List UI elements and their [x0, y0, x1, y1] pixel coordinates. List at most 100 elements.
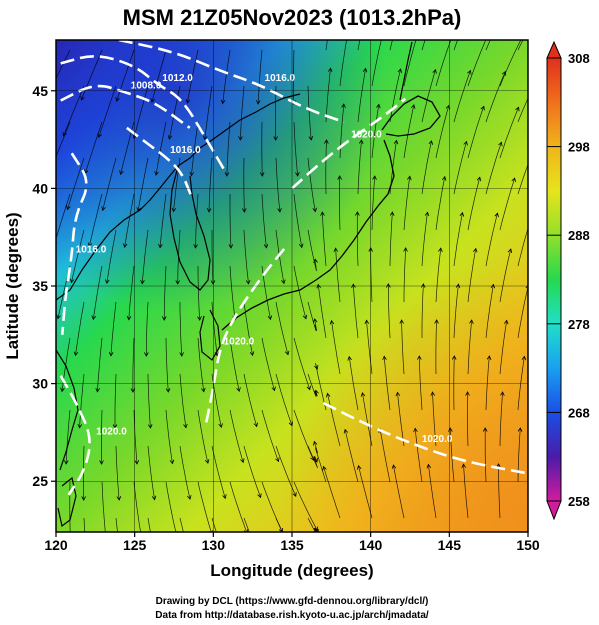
streamline-arrow-155 — [450, 35, 454, 39]
isobar-label-2: 1016.0 — [265, 73, 296, 84]
figure-title: MSM 21Z05Nov2023 (1013.2hPa) — [123, 5, 462, 30]
streamline-arrow-2 — [50, 168, 54, 172]
streamline-0 — [56, 49, 71, 80]
streamline-arrow-167 — [426, 463, 432, 469]
streamline-arrow-186 — [498, 141, 503, 147]
streamline-arrow-90 — [267, 315, 273, 321]
streamline-arrow-17 — [101, 206, 106, 212]
streamline-arrow-130 — [358, 139, 364, 144]
streamline-174 — [453, 212, 463, 267]
streamline-arrow-33 — [140, 279, 145, 285]
streamline-125 — [323, 466, 341, 519]
streamline-20 — [92, 265, 103, 320]
streamline-66 — [197, 409, 209, 464]
streamline-arrow-159 — [441, 175, 447, 181]
x-axis-ticks: 120 125 130 135 140 145 150 — [44, 532, 540, 553]
streamline-17 — [102, 157, 117, 211]
isobar-2 — [118, 40, 345, 124]
streamline-63 — [211, 301, 218, 356]
streamline-arrow-32 — [122, 243, 128, 249]
streamline-148 — [387, 283, 391, 339]
streamline-191 — [499, 320, 508, 375]
streamline-arrow-26 — [104, 532, 108, 536]
streamline-186 — [485, 142, 502, 195]
streamline-arrow-206 — [521, 355, 527, 361]
streamline-arrow-178 — [451, 355, 457, 360]
streamline-arrow-121 — [329, 319, 335, 325]
streamline-arrow-189 — [507, 248, 513, 254]
y-tick-label-2: 35 — [32, 278, 48, 294]
x-tick-label-4: 140 — [359, 537, 383, 553]
streamline-arrow-78 — [236, 387, 241, 393]
streamline-167 — [428, 464, 437, 519]
coastline-hokkaido — [381, 95, 441, 137]
x-tick-label-6: 150 — [516, 537, 540, 553]
streamline-73 — [243, 157, 245, 213]
streamline-arrow-143 — [410, 104, 416, 109]
streamline-31 — [137, 157, 149, 212]
streamline-arrow-77 — [249, 351, 255, 357]
streamline-141 — [403, 40, 417, 87]
streamline-arrow-65 — [218, 423, 223, 429]
isobar-5 — [291, 97, 407, 190]
streamline-arrow-128 — [362, 67, 368, 73]
streamline-arrow-187 — [511, 177, 516, 183]
colorbar-tick-label-3: 288 — [568, 228, 590, 243]
streamline-156 — [421, 69, 436, 123]
streamline-arrow-5 — [69, 278, 75, 284]
streamline-arrow-66 — [204, 459, 210, 464]
streamline-158 — [421, 140, 432, 195]
streamline-arrow-145 — [407, 175, 412, 181]
streamline-157 — [435, 105, 450, 159]
streamline-132 — [356, 211, 359, 267]
streamline-115 — [339, 104, 345, 159]
x-tick-label-0: 120 — [44, 537, 68, 553]
streamline-arrow-44 — [154, 171, 159, 176]
streamline-arrow-99 — [308, 136, 314, 141]
streamline-89 — [275, 229, 285, 284]
streamline-arrow-21 — [108, 351, 114, 357]
streamline-arrow-194 — [482, 427, 488, 432]
streamline-arrow-27 — [121, 568, 125, 572]
streamline-arrow-81 — [257, 493, 262, 499]
streamline-arrow-50 — [165, 388, 171, 393]
streamline-134 — [352, 284, 359, 339]
streamline-arrow-140 — [402, 0, 406, 2]
streamline-arrow-55 — [191, 566, 195, 570]
streamline-114 — [325, 68, 331, 123]
streamline-175 — [467, 248, 477, 303]
streamline-arrow-7 — [73, 351, 79, 357]
streamline-43 — [169, 85, 181, 140]
streamline-103 — [307, 229, 317, 272]
streamline-arrow-56 — [185, 98, 191, 104]
streamline-9 — [79, 373, 85, 428]
streamline-arrow-114 — [327, 67, 333, 73]
streamline-58 — [191, 121, 199, 176]
streamline-arrow-38 — [134, 460, 140, 465]
streamline-113 — [339, 40, 347, 87]
streamline-arrow-160 — [424, 211, 430, 217]
streamline-arrow-87 — [277, 208, 282, 213]
streamline-24 — [101, 409, 103, 465]
streamline-72 — [226, 121, 231, 176]
streamline-arrow-136 — [347, 355, 352, 361]
streamline-arrow-108 — [310, 456, 315, 462]
streamline-arrow-72 — [224, 172, 230, 177]
streamline-33 — [141, 229, 149, 284]
streamline-165 — [432, 392, 437, 447]
streamline-196 — [517, 40, 524, 51]
streamline-206 — [517, 356, 525, 411]
streamline-123 — [327, 393, 341, 447]
streamline-arrow-94 — [275, 457, 280, 463]
streamline-207 — [532, 392, 538, 446]
streamline-140 — [389, 40, 393, 51]
isobar-1 — [60, 55, 228, 174]
y-tick-label-0: 25 — [32, 473, 48, 489]
streamline-75 — [243, 229, 249, 284]
streamline-arrow-34 — [126, 315, 132, 321]
streamline-124 — [313, 441, 327, 483]
coastline-japan-main — [221, 139, 395, 331]
streamline-49 — [179, 302, 183, 357]
streamline-arrow-46 — [158, 243, 163, 249]
streamline-34 — [128, 265, 135, 320]
